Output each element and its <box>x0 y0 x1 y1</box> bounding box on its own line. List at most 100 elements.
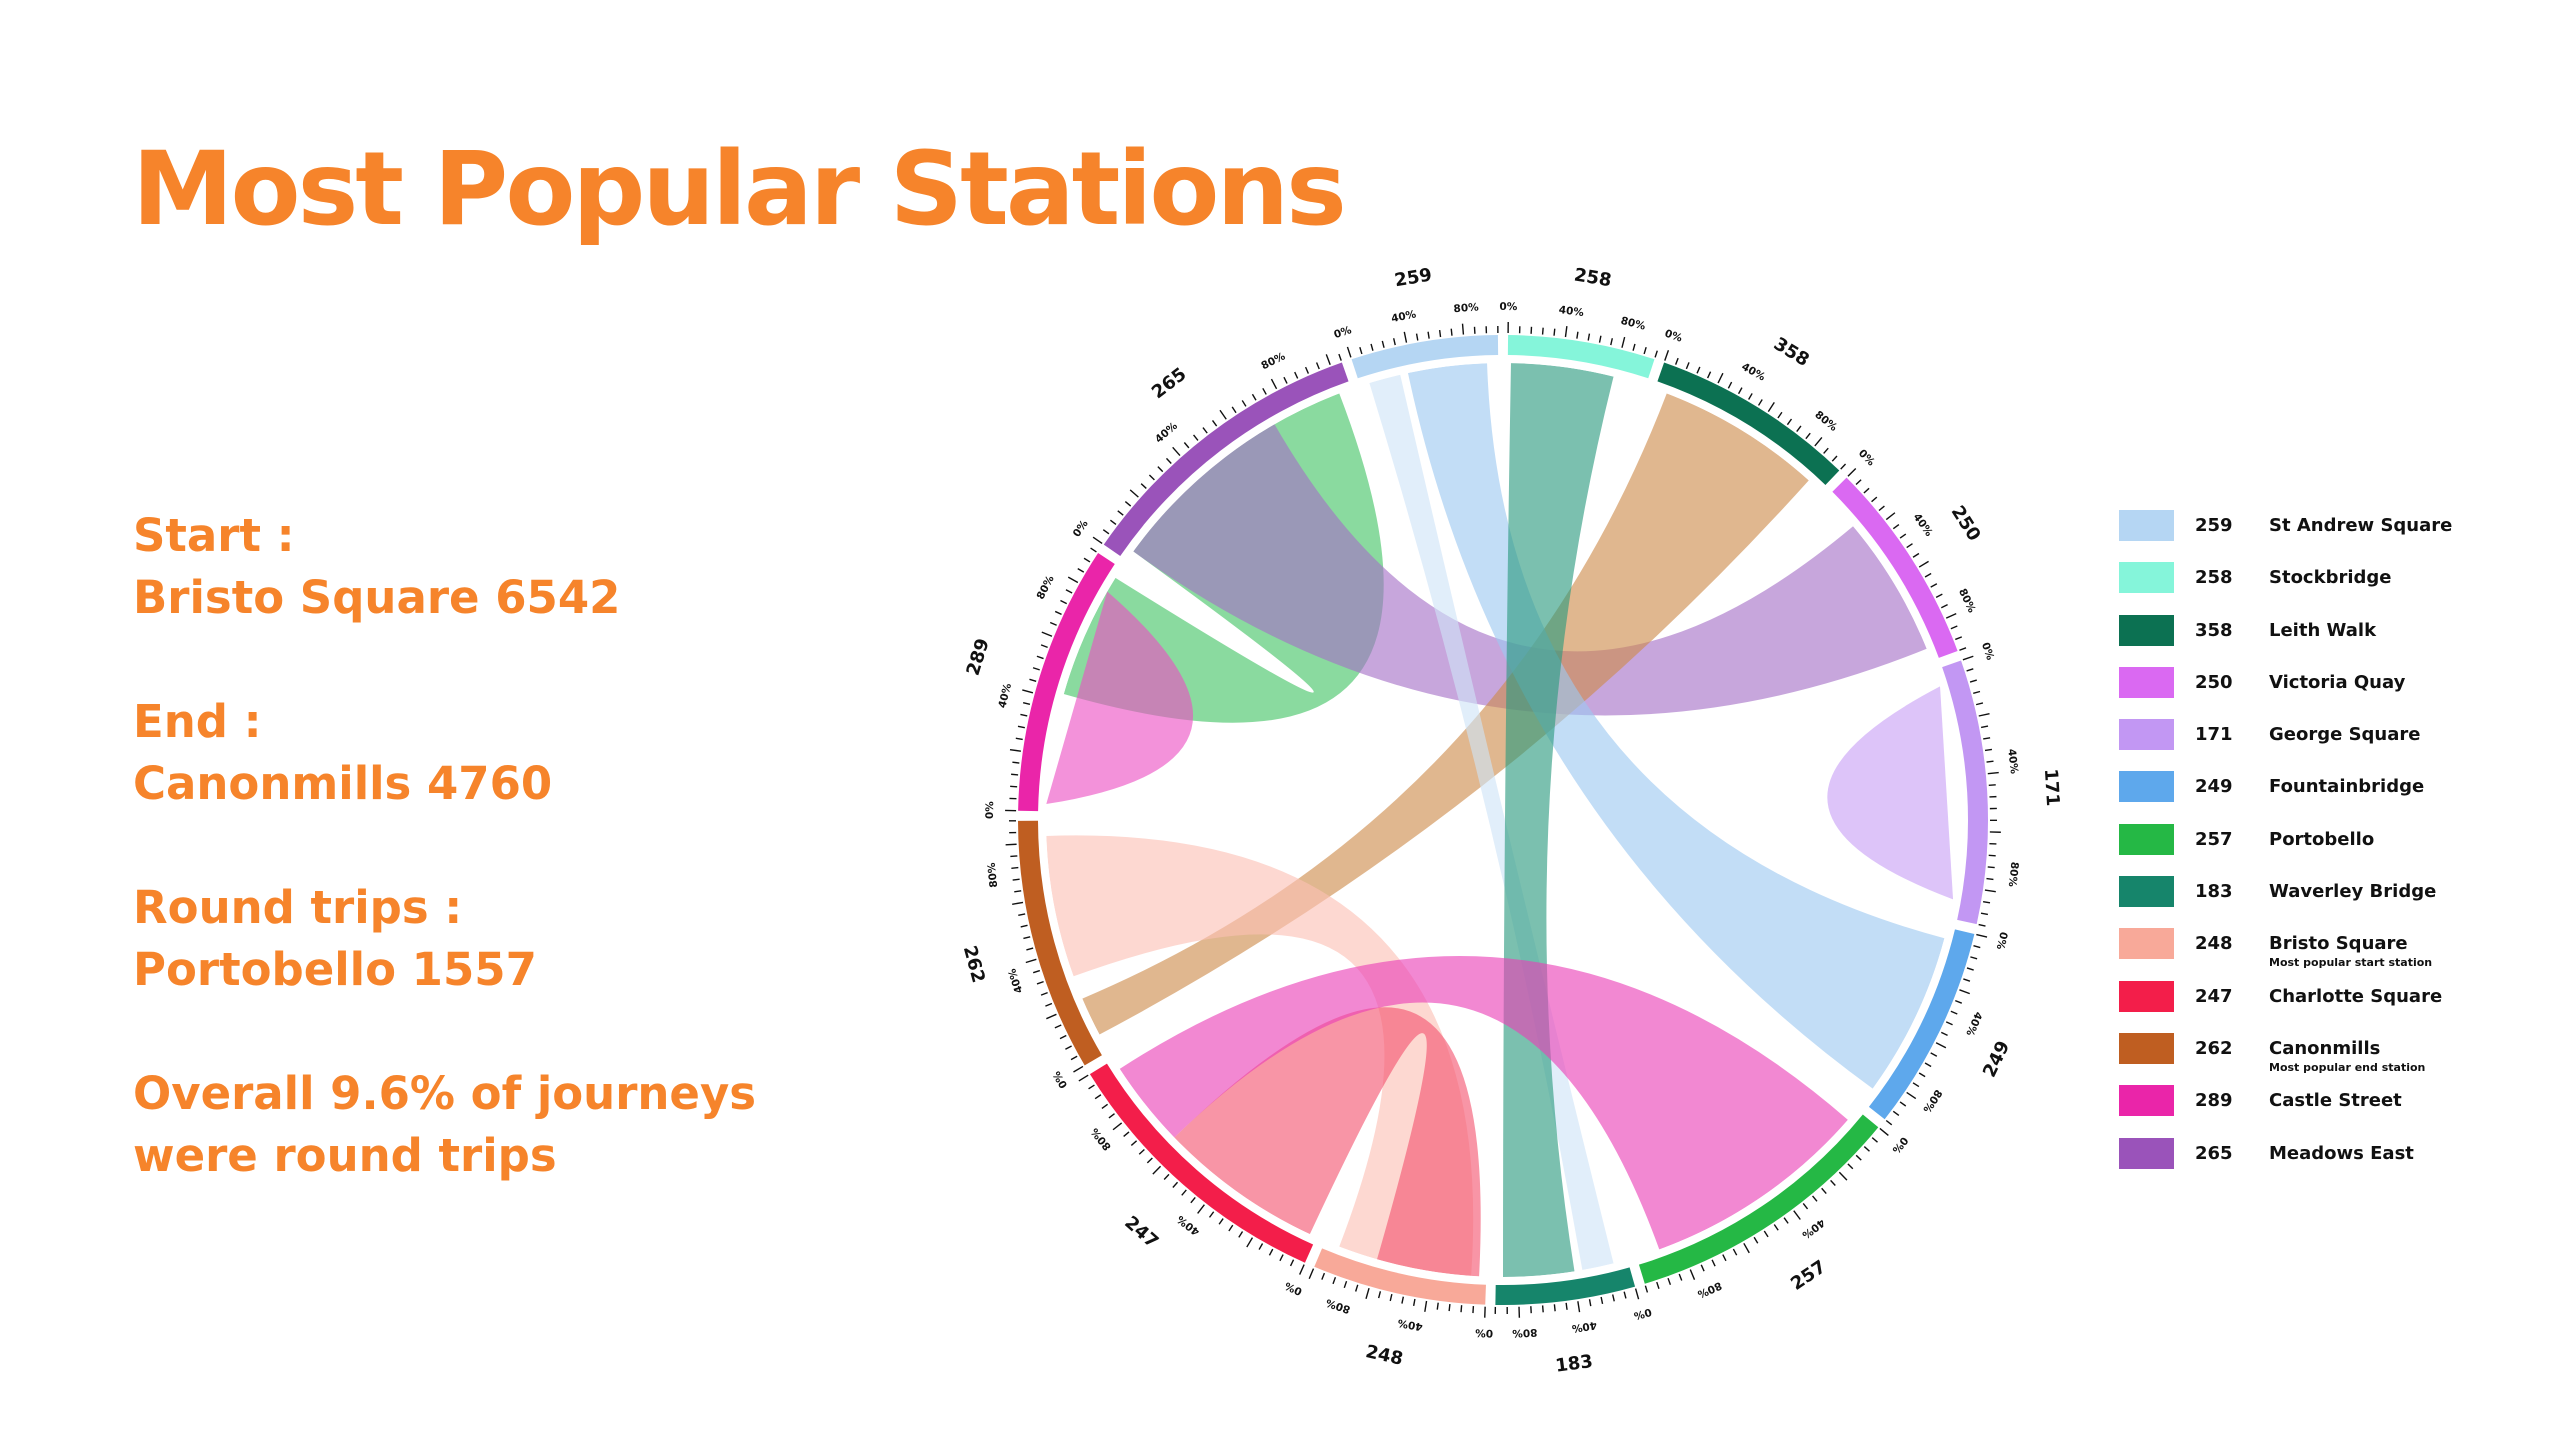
axis-tick <box>1308 1268 1315 1280</box>
axis-tick <box>1871 496 1878 503</box>
legend-count: 265 <box>2195 1142 2233 1164</box>
axis-tick <box>1600 1296 1604 1305</box>
axis-tick <box>1112 1122 1123 1131</box>
axis-tick <box>1092 536 1103 545</box>
axis-tick <box>1094 1094 1102 1100</box>
legend-count: 249 <box>2195 776 2233 798</box>
axis-tick <box>1978 712 1990 717</box>
tick-label: 40% <box>1174 1213 1202 1238</box>
station-count-label: 259 <box>1393 264 1434 291</box>
axis-tick <box>1986 760 1994 763</box>
tick-label: 40% <box>2005 748 2020 775</box>
tick-label: 80% <box>2006 861 2021 888</box>
axis-tick <box>1634 1288 1640 1300</box>
axis-tick <box>1172 1181 1179 1188</box>
axis-tick <box>1786 418 1793 426</box>
station-arc <box>1103 362 1349 556</box>
axis-tick <box>1018 913 1026 916</box>
legend-item: 171 George Square <box>2119 719 2539 771</box>
station-count-label: 183 <box>1554 1351 1594 1377</box>
axis-tick <box>1855 479 1862 486</box>
tick-label: 0% <box>1283 1279 1305 1297</box>
tick-label: 40% <box>1963 1010 1984 1038</box>
axis-tick <box>1950 1010 1958 1015</box>
axis-tick <box>1980 725 1989 729</box>
station-count-label: 258 <box>1572 264 1613 291</box>
legend-swatch <box>2119 510 2174 541</box>
axis-tick <box>1667 1277 1672 1286</box>
axis-tick <box>1032 969 1041 974</box>
axis-tick <box>1577 1301 1581 1313</box>
overall-stat: Overall 9.6% of journeys were round trip… <box>133 1063 1033 1187</box>
axis-tick <box>1814 437 1823 447</box>
axis-tick <box>1343 1280 1348 1289</box>
axis-tick <box>1541 1305 1544 1313</box>
axis-tick <box>1270 378 1278 390</box>
axis-tick <box>1370 343 1374 351</box>
axis-tick <box>1268 1248 1274 1256</box>
axis-tick <box>1354 1284 1359 1292</box>
start-value: Bristo Square 6542 <box>133 571 621 624</box>
axis-tick <box>1980 912 1989 916</box>
axis-tick <box>1377 1291 1382 1299</box>
station-arc-inner <box>1934 667 1968 920</box>
legend-item: 247 Charlotte Square <box>2119 980 2539 1033</box>
axis-tick <box>1885 1119 1893 1126</box>
axis-tick <box>1117 510 1124 516</box>
station-arc-inner <box>1654 381 1826 491</box>
axis-tick <box>1564 326 1568 338</box>
legend-swatch <box>2119 876 2174 908</box>
legend-swatch <box>2119 666 2174 698</box>
axis-tick <box>1912 552 1920 558</box>
axis-tick <box>1077 567 1085 573</box>
axis-tick <box>1102 529 1110 535</box>
axis-tick <box>1046 1013 1057 1020</box>
legend-count: 257 <box>2195 828 2233 850</box>
axis-tick <box>1863 1146 1870 1152</box>
axis-tick <box>1863 487 1870 494</box>
axis-tick <box>1892 1110 1900 1117</box>
axis-tick <box>1644 1285 1649 1293</box>
legend-count: 248 <box>2195 933 2233 955</box>
axis-tick <box>1973 690 1981 694</box>
axis-tick <box>1289 1259 1295 1267</box>
axis-tick <box>1036 980 1044 985</box>
station-arc-inner <box>1507 355 1649 386</box>
axis-tick <box>1969 679 1977 683</box>
axis-tick <box>1070 1055 1078 1061</box>
tick-label: 80% <box>1088 1125 1113 1153</box>
tick-label: 40% <box>1153 420 1180 446</box>
axis-tick <box>1011 773 1019 776</box>
station-count-label: 289 <box>963 636 994 678</box>
axis-tick <box>1706 371 1712 379</box>
station-arc <box>1942 660 1988 925</box>
axis-tick <box>1146 1157 1153 1164</box>
station-count-label: 249 <box>1979 1038 2014 1081</box>
axis-tick <box>1727 381 1733 389</box>
station-arc-inner <box>1826 491 1939 661</box>
summary-stats: Start : Bristo Square 6542 End : Canonmi… <box>133 505 1033 1249</box>
axis-tick <box>1986 877 1994 881</box>
tick-label: 40% <box>1570 1319 1597 1335</box>
axis-tick <box>1674 357 1679 365</box>
axis-tick <box>1610 338 1613 346</box>
legend-swatch <box>2119 1085 2174 1117</box>
axis-tick <box>1945 1021 1953 1026</box>
tick-label: 80% <box>1324 1296 1352 1316</box>
legend-item: 358 Leith Walk <box>2119 614 2539 667</box>
axis-tick <box>1899 533 1907 539</box>
legend-item: 250 Victoria Quay <box>2119 666 2539 719</box>
axis-tick <box>1906 1091 1917 1100</box>
axis-tick <box>1228 1224 1234 1232</box>
axis-tick <box>1450 328 1453 336</box>
legend-swatch <box>2119 823 2174 855</box>
tick-label: 80% <box>1812 409 1839 434</box>
axis-tick <box>1251 393 1257 401</box>
axis-tick <box>1129 489 1139 498</box>
axis-tick <box>1078 1074 1089 1082</box>
station-count-label: 358 <box>1770 333 1813 371</box>
axis-tick <box>1565 1302 1568 1310</box>
axis-tick <box>1598 335 1602 343</box>
legend-swatch <box>2119 771 2174 803</box>
axis-tick <box>1403 331 1408 343</box>
